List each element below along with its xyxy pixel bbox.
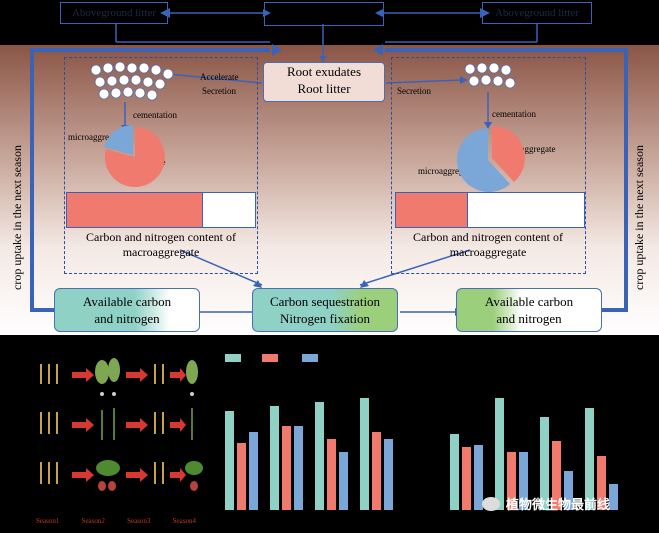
cn-content-bar-left	[66, 192, 256, 228]
aggregate-pie-right	[456, 125, 525, 192]
legend-swatch-red	[262, 354, 278, 362]
available-cn-left-line2: and nitrogen	[94, 311, 160, 326]
aboveground-litter-right-box: Aboveground litter	[482, 2, 592, 24]
cn-molecule-cluster-left	[90, 62, 174, 101]
nitrogen-fixation-label: Nitrogen fixation	[280, 311, 370, 326]
accelerate-label: Accelerate	[200, 72, 239, 82]
available-cn-right-line2: and nitrogen	[496, 311, 562, 326]
bar-chart-right-bar-1-1	[507, 452, 516, 510]
bar-chart-left-bar-2-0	[315, 402, 324, 510]
cn-content-bar-right	[395, 192, 585, 228]
season-3-label: Season3	[127, 517, 151, 525]
left-side-label: crop uptake in the next season	[10, 145, 24, 290]
bar-chart-right-bar-2-2	[564, 471, 573, 510]
bar-chart-left-bar-0-0	[225, 411, 234, 510]
watermark-text: 植物微生物最前线	[506, 498, 611, 513]
bar-chart-left-bar-2-2	[339, 452, 348, 510]
watermark: 植物微生物最前线	[482, 494, 610, 513]
bar-chart-right-bar-2-1	[552, 441, 561, 510]
bar-chart-right	[450, 380, 650, 510]
right-side-label: crop uptake in the next season	[632, 145, 646, 290]
cn-content-caption-left: Carbon and nitrogen content of macroaggr…	[66, 230, 256, 260]
bar-chart-left-bar-3-1	[372, 432, 381, 510]
bar-chart-left-bar-3-0	[360, 398, 369, 510]
connector-lines	[30, 8, 628, 316]
cn-content-left-line2: macroaggregate	[122, 245, 200, 259]
bar-chart-right-bar-3-0	[585, 408, 594, 510]
bar-chart-left	[225, 380, 425, 510]
pie-left-micro-slice	[104, 124, 133, 155]
bar-chart-left-bar-3-2	[384, 439, 393, 510]
bar-chart-right-bar-2-0	[540, 417, 549, 510]
bar-chart-left-bar-1-2	[294, 426, 303, 510]
microaggregate-left-label: microaggregate	[68, 132, 124, 142]
cn-content-caption-right: Carbon and nitrogen content of macroaggr…	[392, 230, 584, 260]
bar-chart-left-bar-0-2	[249, 432, 258, 510]
top-center-box	[264, 2, 384, 26]
left-aggregate-panel	[64, 57, 258, 274]
bar-chart-left-bar-1-0	[270, 406, 279, 510]
macroaggregate-right-label: macroaggregate	[498, 144, 556, 154]
available-cn-right-box: Available carbon and nitrogen	[456, 288, 602, 332]
aboveground-litter-right-label: Aboveground litter	[494, 7, 579, 19]
cn-content-right-line1: Carbon and nitrogen content of	[413, 230, 563, 244]
wechat-icon	[482, 496, 500, 511]
bar-chart-left-bar-2-1	[327, 439, 336, 510]
bar-chart-left-bar-0-1	[237, 443, 246, 510]
available-cn-left-box: Available carbon and nitrogen	[54, 288, 200, 332]
pie-left-macro-slice	[104, 127, 165, 187]
available-cn-right-line1: Available carbon	[484, 294, 574, 309]
secretion-right-label: Secretion	[397, 86, 431, 96]
cementation-left-label: cementation	[133, 110, 177, 120]
cn-content-right-line2: macroaggregate	[449, 245, 527, 259]
aboveground-litter-left-box: Aboveground litter	[60, 2, 168, 24]
right-aggregate-panel	[391, 57, 586, 274]
bar-chart-left-bar-1-1	[282, 426, 291, 510]
cn-content-fill-left	[67, 193, 204, 227]
aggregate-pie-left	[104, 124, 165, 187]
root-exudates-box: Root exudates Root litter	[263, 62, 385, 102]
pie-right-macro-slice	[492, 125, 525, 182]
bar-chart-right-bar-0-0	[450, 434, 459, 510]
bar-chart-right-bar-3-1	[597, 456, 606, 510]
carbon-sequestration-box: Carbon sequestration Nitrogen fixation	[252, 288, 398, 332]
pie-right-micro-slice	[456, 128, 510, 192]
season-1-label: Season1	[36, 517, 60, 525]
available-cn-left-line1: Available carbon	[82, 294, 172, 309]
carbon-sequestration-label: Carbon sequestration	[269, 294, 381, 309]
bar-chart-right-bar-3-2	[609, 484, 618, 510]
bar-chart-right-bar-1-2	[519, 452, 528, 510]
season-labels: Season1 Season2 Season3 Season4	[36, 517, 196, 525]
cn-content-left-line1: Carbon and nitrogen content of	[86, 230, 236, 244]
bar-chart-right-bar-0-1	[462, 447, 471, 510]
root-exudates-label: Root exudates	[286, 64, 361, 79]
bar-chart-right-bar-0-2	[474, 445, 483, 510]
season-2-label: Season2	[81, 517, 105, 525]
cn-content-fill-right	[396, 193, 469, 227]
aboveground-litter-left-label: Aboveground litter	[71, 7, 156, 19]
root-litter-label: Root litter	[297, 81, 351, 96]
legend-swatch-blue	[302, 354, 318, 362]
secretion-left-label: Secretion	[202, 86, 236, 96]
crop-rotation-illustration	[40, 358, 203, 491]
cn-molecule-cluster-right	[464, 62, 516, 89]
legend-swatch-teal	[225, 354, 241, 362]
bar-chart-right-bar-1-0	[495, 398, 504, 510]
season-4-label: Season4	[172, 517, 196, 525]
microaggregate-right-label: microaggregate	[418, 166, 474, 176]
cementation-right-label: cementation	[492, 109, 536, 119]
